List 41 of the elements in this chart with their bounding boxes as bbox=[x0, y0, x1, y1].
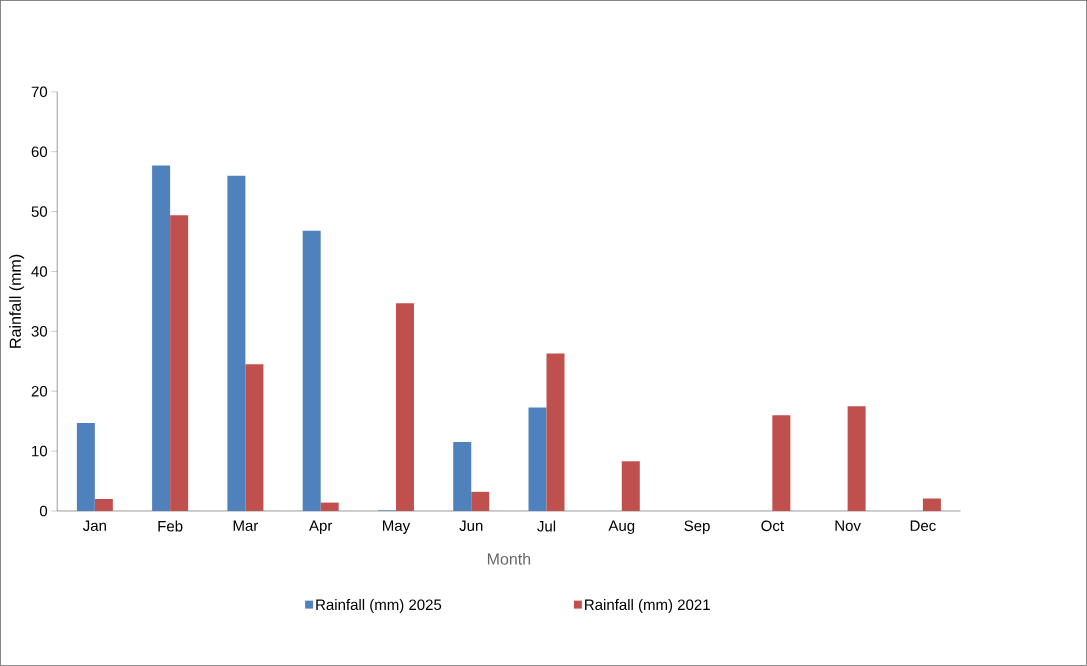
bar bbox=[772, 415, 791, 512]
x-axis-title: Month bbox=[487, 553, 531, 565]
bar bbox=[471, 491, 490, 512]
x-tick-label: Nov bbox=[835, 520, 861, 532]
y-tick-label: 30 bbox=[31, 326, 48, 337]
y-tick-label: 0 bbox=[39, 505, 48, 517]
x-tick-label: Mar bbox=[233, 520, 259, 532]
x-tick-label: Aug bbox=[608, 520, 635, 535]
bar bbox=[320, 502, 339, 512]
x-tick-label: May bbox=[383, 520, 411, 535]
legend-label: Rainfall (mm) 2021 bbox=[585, 599, 710, 614]
bar bbox=[302, 230, 321, 512]
x-tick-label: Jul bbox=[537, 520, 556, 532]
y-tick-label: 70 bbox=[31, 86, 48, 98]
bar bbox=[76, 423, 95, 512]
x-tick-label: Jan bbox=[82, 520, 106, 532]
y-tick-label: 60 bbox=[31, 146, 48, 158]
bar bbox=[621, 461, 640, 512]
bar bbox=[152, 165, 171, 512]
y-tick-label: 50 bbox=[31, 206, 48, 217]
y-axis-title: Rainfall (mm) bbox=[9, 254, 25, 348]
legend-label: Rainfall (mm) 2025 bbox=[316, 599, 442, 614]
bar bbox=[227, 175, 246, 512]
x-tick-label: Oct bbox=[761, 520, 784, 532]
bar bbox=[395, 303, 414, 512]
bar bbox=[922, 498, 941, 512]
x-tick-label: Sep bbox=[684, 520, 710, 535]
bar bbox=[546, 353, 565, 512]
x-tick-label: Jun bbox=[459, 520, 483, 532]
bar bbox=[847, 406, 866, 512]
y-tick-label: 40 bbox=[31, 266, 48, 277]
x-tick-label: Apr bbox=[309, 520, 333, 535]
bar bbox=[245, 364, 264, 512]
x-tick-label: Feb bbox=[158, 520, 183, 532]
bar bbox=[453, 442, 472, 512]
y-tick-label: 10 bbox=[32, 445, 48, 457]
bar bbox=[94, 499, 113, 512]
y-tick-label: 20 bbox=[31, 385, 48, 397]
bar bbox=[528, 407, 547, 512]
bar bbox=[170, 215, 189, 512]
x-tick-label: Dec bbox=[910, 520, 936, 532]
